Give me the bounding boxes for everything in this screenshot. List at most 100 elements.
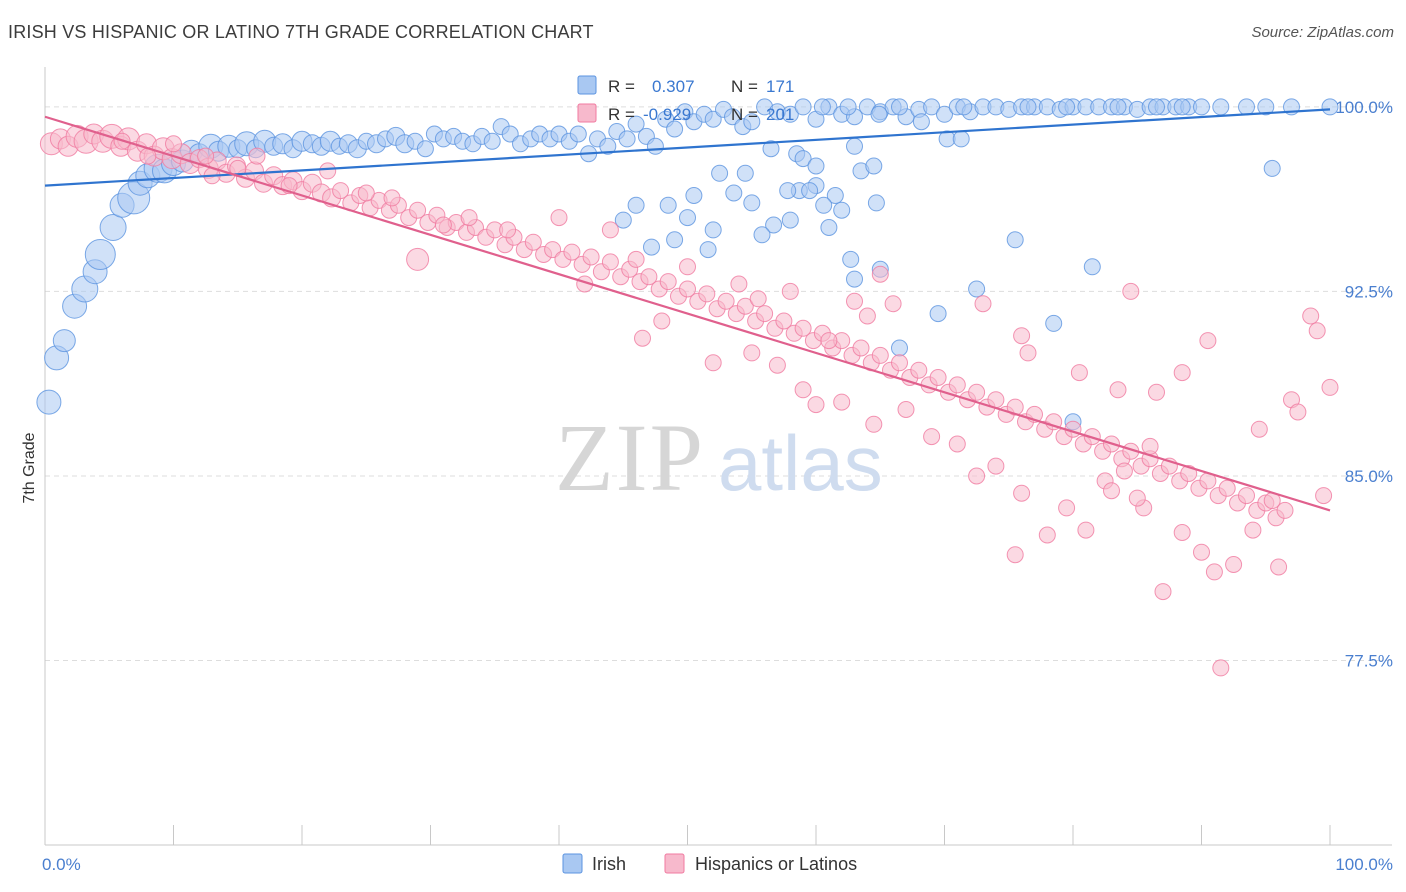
legend-bottom: Irish Hispanics or Latinos	[562, 853, 857, 874]
point-hispanic-156	[1193, 543, 1210, 561]
point-irish-131	[807, 157, 825, 175]
point-irish-41	[416, 140, 434, 158]
point-hispanic-106	[1045, 413, 1063, 431]
trend-line-irish	[44, 108, 1331, 187]
bottom-legend-irish: Irish	[592, 854, 626, 874]
point-hispanic-137	[768, 356, 786, 374]
x-tick-label-left: 0.0%	[42, 855, 81, 874]
point-irish-147	[627, 196, 645, 214]
point-irish-134	[865, 157, 883, 175]
point-hispanic-70	[698, 285, 716, 303]
series-hispanic	[39, 123, 1339, 677]
point-irish-150	[1083, 258, 1101, 276]
grid-lines	[45, 106, 1392, 661]
point-irish-161	[704, 221, 722, 239]
point-irish-118	[1109, 98, 1127, 116]
point-hispanic-172	[1315, 487, 1333, 505]
point-hispanic-191	[679, 258, 696, 276]
point-hispanic-152	[1115, 462, 1133, 480]
point-irish-156	[929, 305, 947, 323]
point-irish-160	[779, 182, 797, 200]
point-irish-6	[84, 239, 116, 270]
point-irish-139	[685, 187, 703, 204]
point-irish-121	[955, 98, 973, 116]
point-hispanic-175	[1128, 489, 1146, 507]
point-hispanic-150	[1077, 521, 1095, 539]
point-hispanic-173	[1289, 403, 1307, 421]
point-hispanic-184	[884, 295, 902, 313]
point-hispanic-56	[563, 243, 581, 261]
point-irish-113	[1257, 98, 1275, 116]
point-hispanic-204	[248, 147, 266, 165]
point-hispanic-203	[197, 147, 215, 165]
point-irish-151	[1263, 159, 1281, 177]
y-tick-label-0: 100.0%	[1335, 98, 1393, 117]
series-irish	[36, 98, 1339, 431]
point-hispanic-126	[1238, 487, 1255, 505]
point-irish-90	[936, 105, 953, 123]
legend-swatch-irish	[577, 75, 597, 95]
legend-swatch-hispanic	[577, 103, 597, 123]
point-hispanic-148	[1038, 526, 1056, 544]
point-hispanic-74	[736, 297, 754, 315]
x-tick-labels: 0.0% 100.0%	[42, 855, 1393, 874]
point-hispanic-186	[846, 292, 863, 310]
point-irish-78	[781, 105, 799, 123]
legend-r-value-irish: 0.307	[652, 77, 695, 96]
point-irish-115	[1321, 98, 1339, 116]
legend-n-value-irish: 171	[766, 77, 794, 96]
point-irish-89	[923, 98, 941, 116]
point-hispanic-192	[627, 250, 645, 268]
watermark-atlas: atlas	[718, 419, 883, 507]
point-hispanic-158	[1225, 556, 1243, 573]
watermark: ZIP atlas	[555, 404, 883, 511]
point-irish-127	[846, 137, 863, 155]
source-label: Source: ZipAtlas.com	[1251, 24, 1394, 41]
point-hispanic-66	[659, 273, 677, 291]
legend-r-value-hispanic: -0.929	[643, 105, 691, 124]
point-irish-157	[1045, 314, 1063, 332]
axes	[44, 67, 1392, 846]
x-tick-label-right: 100.0%	[1335, 855, 1393, 874]
point-irish-48	[483, 132, 501, 150]
point-irish-168	[912, 113, 930, 131]
point-irish-154	[891, 339, 908, 357]
point-hispanic-161	[1212, 659, 1230, 677]
point-hispanic-178	[1019, 344, 1037, 362]
point-hispanic-194	[550, 209, 568, 227]
legend-top: R = 0.307 N = 171 R = -0.929 N = 201	[577, 75, 794, 124]
point-irish-145	[659, 196, 677, 214]
point-hispanic-136	[743, 344, 761, 362]
point-hispanic-157	[1205, 563, 1223, 581]
point-hispanic-190	[730, 275, 748, 293]
legend-r-label-hispanic: R =	[608, 105, 635, 124]
point-hispanic-92	[910, 361, 928, 379]
point-irish-130	[794, 150, 812, 168]
point-hispanic-133	[634, 329, 651, 347]
trend-lines	[44, 108, 1331, 512]
point-irish-2	[52, 329, 76, 353]
point-hispanic-141	[865, 415, 883, 433]
point-hispanic-171	[1321, 378, 1339, 396]
point-hispanic-170	[1308, 322, 1326, 340]
y-tick-label-2: 85.0%	[1345, 467, 1393, 486]
point-irish-148	[842, 250, 860, 268]
chart-title: IRISH VS HISPANIC OR LATINO 7TH GRADE CO…	[8, 22, 594, 42]
point-hispanic-60	[601, 253, 619, 271]
point-hispanic-188	[781, 282, 799, 300]
point-hispanic-164	[1148, 383, 1165, 401]
point-hispanic-120	[1180, 465, 1198, 482]
point-irish-140	[743, 194, 761, 212]
point-irish-65	[646, 137, 664, 155]
point-irish-124	[813, 98, 831, 116]
legend-n-label-hispanic: N =	[731, 105, 758, 124]
point-hispanic-98	[968, 383, 986, 401]
point-hispanic-181	[1070, 364, 1088, 382]
point-hispanic-32	[332, 182, 350, 200]
point-hispanic-142	[897, 401, 915, 418]
point-hispanic-130	[1276, 501, 1294, 519]
point-hispanic-165	[1173, 364, 1191, 382]
point-hispanic-167	[1250, 420, 1268, 438]
point-irish-122	[891, 98, 908, 116]
point-hispanic-183	[871, 265, 889, 283]
